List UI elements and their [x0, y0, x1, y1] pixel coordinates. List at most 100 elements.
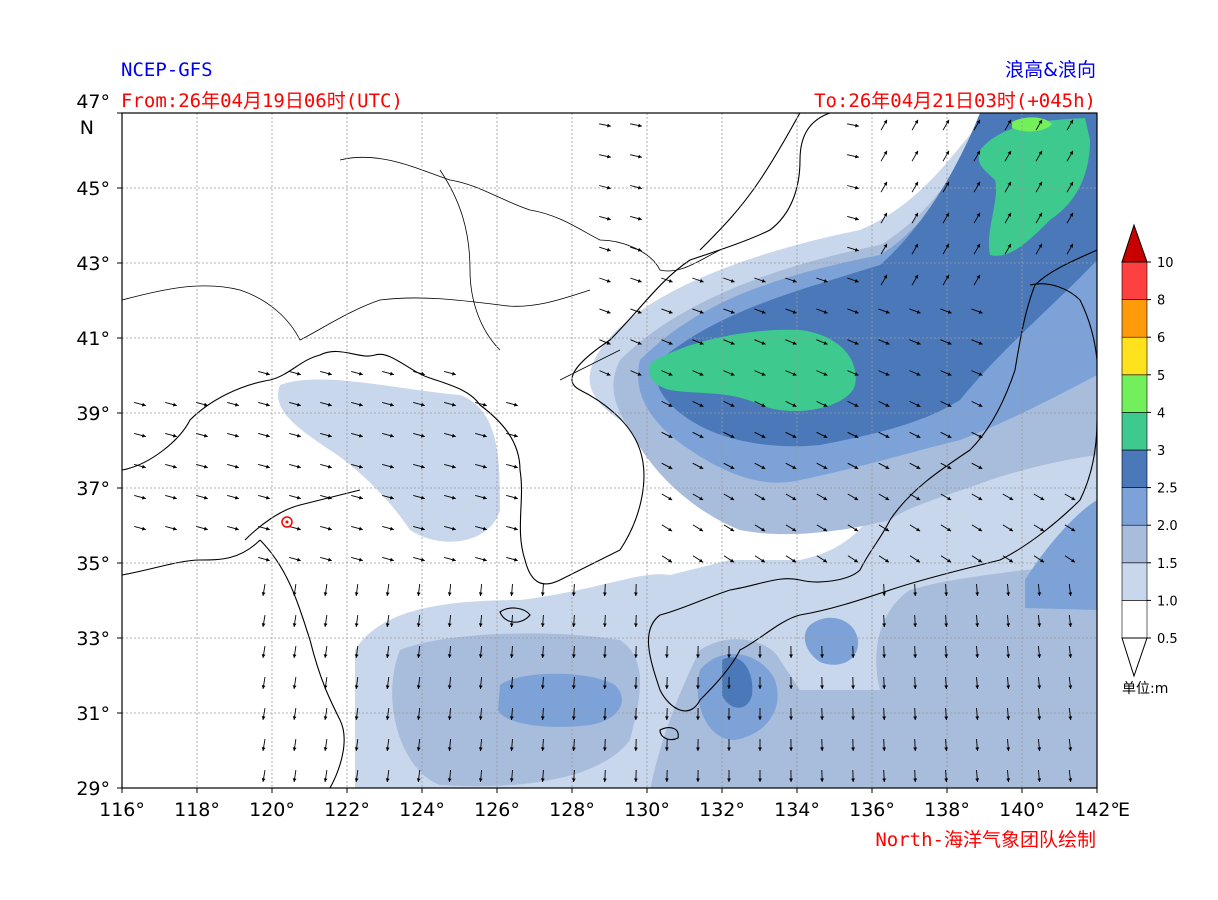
wave-arrow-head: [851, 716, 855, 720]
wave-arrow-head: [944, 685, 949, 689]
colorbar-level-label: 4: [1157, 406, 1165, 421]
colorbar-level-label: 6: [1157, 331, 1165, 346]
wave-arrow-head: [820, 716, 824, 720]
wave-arrow-head: [696, 716, 700, 720]
wave-arrow-head: [606, 341, 611, 345]
wave-arrow-head: [913, 685, 918, 689]
wave-arrow-head: [823, 341, 828, 345]
wave-arrow-head: [699, 310, 704, 314]
wave-arrow-head: [885, 341, 890, 345]
wave-arrow-head: [261, 747, 266, 751]
wave-arrow-head: [540, 778, 545, 782]
colorbar-level-label: 2.5: [1157, 482, 1178, 497]
wave-arrow-head: [482, 464, 487, 469]
wave-arrow-head: [665, 685, 669, 689]
wave-arrow-head: [792, 372, 797, 376]
border-line-3: [439, 169, 501, 351]
wave-arrow-head: [1069, 212, 1073, 217]
wave-arrow-head: [761, 403, 766, 407]
wave-arrow-head: [668, 310, 673, 314]
wave-arrow-head: [420, 464, 425, 469]
wave-arrow-head: [478, 747, 483, 751]
map-frame: [121, 112, 1098, 789]
wave-arrow-head: [571, 592, 576, 596]
wave-arrow-head: [447, 716, 452, 720]
wave-arrow-head: [823, 434, 828, 438]
wave-arrow-head: [885, 372, 890, 376]
wave-arrow-head: [851, 685, 855, 689]
wave-arrow-head: [913, 592, 918, 596]
lon-label: 120°: [249, 799, 295, 821]
wave-arrow-head: [451, 495, 456, 500]
wave-arrow-head: [976, 243, 980, 248]
wave-arrow-head: [696, 685, 700, 689]
colorbar-high-extend: [1121, 223, 1148, 263]
wave-arrow-head: [603, 716, 607, 720]
wave-arrow-head: [1068, 592, 1073, 596]
wave-arrow-head: [730, 341, 735, 345]
wave-arrow-head: [606, 216, 611, 221]
wave-arrow-head: [416, 592, 421, 596]
wave-arrow-head: [823, 558, 827, 563]
colorbar-level-label: 10: [1157, 256, 1174, 271]
wave-arrow-head: [668, 465, 673, 469]
wave-arrow-head: [1069, 150, 1073, 155]
wave-arrow-head: [854, 216, 859, 221]
jeju-island: [499, 607, 531, 623]
border-line-1: [339, 156, 721, 272]
wave-arrow-head: [1006, 747, 1011, 751]
wave-arrow-head: [634, 592, 638, 596]
wave-arrow-head: [854, 310, 859, 314]
wave-arrow-head: [358, 557, 363, 562]
wave-arrow-head: [1037, 654, 1042, 658]
japan-south-coast: [647, 419, 1097, 712]
wave-arrow-head: [913, 623, 918, 627]
hokkaido-coast: [1029, 283, 1097, 361]
wave-arrow-head: [265, 526, 270, 531]
wave-arrow-head: [758, 654, 762, 658]
wave-arrow-head: [913, 716, 918, 720]
wave-arrow-head: [947, 403, 952, 407]
wave-arrow-head: [668, 434, 673, 438]
wave-arrow-head: [292, 747, 297, 751]
wave-arrow-head: [975, 623, 980, 627]
wave-arrow-head: [354, 716, 359, 720]
lon-label: 116°: [99, 799, 145, 821]
wave-arrow-head: [265, 464, 270, 469]
wave-arrow-head: [296, 464, 301, 469]
wave-arrow-head: [789, 685, 793, 689]
wave-arrow-head: [758, 778, 762, 782]
wave-arrow-head: [1037, 623, 1042, 627]
wave-arrow-head: [882, 592, 886, 596]
wave-arrow-head: [540, 716, 545, 720]
wave-arrow-head: [665, 654, 669, 658]
wave-arrow-head: [789, 716, 793, 720]
wave-arrow-head: [854, 403, 859, 407]
primorye-coast: [699, 113, 801, 251]
wave-arrow-head: [789, 747, 793, 751]
wave-arrow-head: [606, 247, 611, 252]
wave-arrow-head: [883, 243, 887, 248]
wave-arrow-head: [913, 654, 918, 658]
wave-arrow-head: [1006, 623, 1011, 627]
wave-arrow-head: [882, 716, 886, 720]
wave-arrow-head: [637, 279, 642, 283]
wave-arrow-head: [323, 654, 328, 658]
wave-arrow-head: [885, 403, 890, 407]
wave-arrow-head: [914, 150, 918, 155]
wave-arrow-head: [792, 558, 796, 563]
wave-arrow-head: [234, 495, 239, 500]
wave-arrow-head: [1068, 747, 1073, 751]
wave-arrow-head: [854, 247, 859, 252]
wave-arrow-head: [265, 557, 270, 562]
wave-arrow-head: [789, 654, 793, 658]
wave-arrow-head: [916, 496, 921, 500]
wave-arrow-head: [637, 341, 642, 345]
lat-label: 35°: [76, 553, 110, 575]
wave-arrow-head: [296, 433, 301, 438]
wave-arrow-head: [385, 747, 390, 751]
wave-arrow-head: [792, 465, 797, 469]
wave-arrow-head: [854, 185, 859, 190]
wave-arrow-head: [141, 464, 146, 469]
wave-arrow-head: [416, 623, 421, 627]
